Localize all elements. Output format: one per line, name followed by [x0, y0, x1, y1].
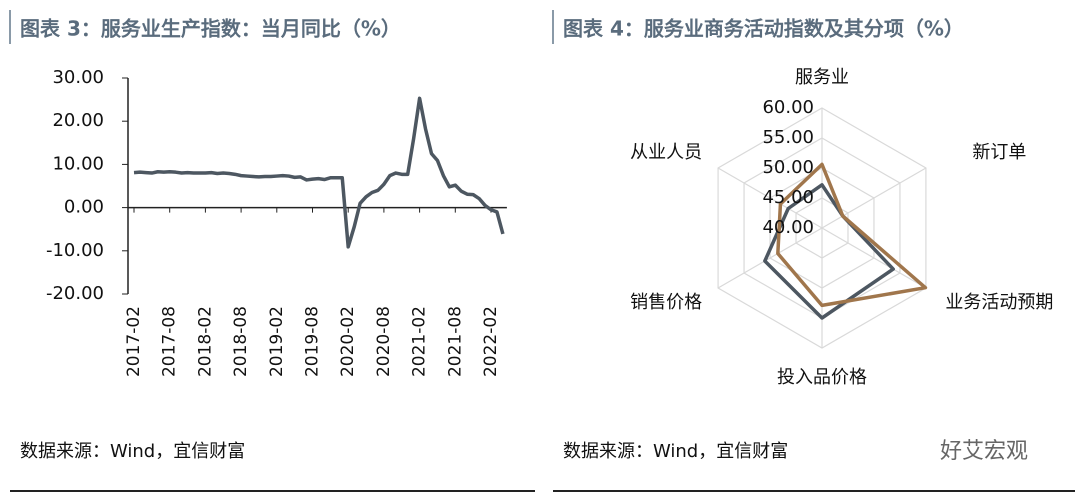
x-tick-label: 2019-02 [267, 306, 287, 377]
spoke [717, 167, 823, 229]
r-tick-label: 40.00 [762, 217, 814, 238]
radar-series [776, 162, 928, 308]
chart-title: 图表 3：服务业生产指数：当月同比（%） [20, 17, 401, 41]
spoke [717, 227, 823, 289]
r-tick-label: 45.00 [762, 187, 814, 208]
x-tick-label: 2021-08 [445, 306, 465, 377]
x-tick-label: 2017-08 [160, 306, 180, 377]
y-tick-label: -20.00 [46, 283, 104, 304]
y-tick-label: 0.00 [64, 197, 104, 218]
y-tick-label: 20.00 [52, 110, 104, 131]
x-tick-label: 2022-02 [481, 306, 501, 377]
x-tick-label: 2020-08 [374, 306, 394, 377]
r-tick-label: 55.00 [762, 127, 814, 148]
spoke [821, 167, 927, 229]
spoke [821, 227, 927, 289]
source: 数据来源：Wind，宜信财富 [20, 441, 245, 462]
category-label: 新订单 [972, 142, 1027, 163]
y-tick-label: 30.00 [52, 67, 104, 88]
x-tick-label: 2021-02 [410, 306, 430, 377]
category-label: 业务活动预期 [945, 292, 1054, 313]
source: 数据来源：Wind，宜信财富 [563, 441, 788, 462]
x-tick-label: 2018-08 [231, 306, 251, 377]
category-label: 投入品价格 [777, 367, 867, 388]
category-label: 服务业 [795, 67, 849, 88]
y-tick-label: 10.00 [52, 153, 104, 174]
x-tick-label: 2020-02 [338, 306, 358, 377]
watermark: 好艾宏观 [940, 439, 1028, 464]
category-label: 销售价格 [630, 292, 703, 313]
x-tick-label: 2019-08 [303, 306, 323, 377]
r-tick-label: 60.00 [762, 97, 814, 118]
x-tick-label: 2017-02 [124, 306, 144, 377]
category-label: 从业人员 [630, 142, 703, 163]
r-tick-label: 50.00 [762, 157, 814, 178]
x-tick-label: 2018-02 [195, 306, 215, 377]
y-tick-label: -10.00 [46, 240, 104, 261]
chart-title: 图表 4：服务业商务活动指数及其分项（%） [563, 17, 964, 41]
data-line [133, 96, 505, 249]
